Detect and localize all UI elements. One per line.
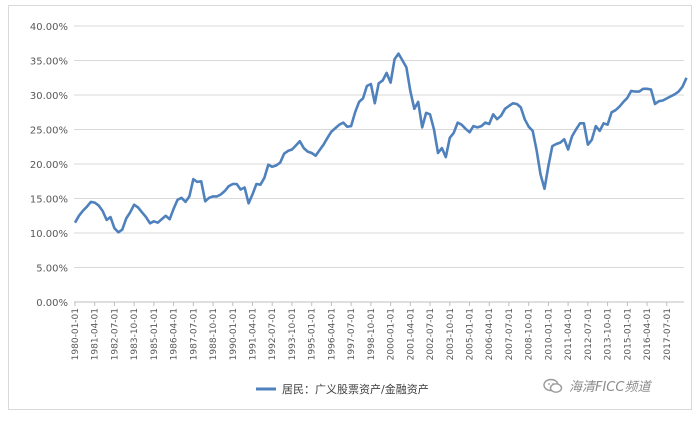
x-tick-label: 1996-04-01	[327, 308, 337, 360]
x-tick-label: 2017-07-01	[663, 308, 673, 360]
x-tick-label: 1998-10-01	[367, 308, 377, 360]
y-tick-label: 20.00%	[30, 160, 68, 171]
y-tick-label: 25.00%	[30, 126, 68, 137]
y-axis-ticks: 0.00% 5.00% 10.00% 15.00% 20.00% 25.00% 30.00%…	[30, 22, 68, 309]
x-tick-label: 1990-01-01	[229, 308, 239, 360]
x-tick-label: 2012-07-01	[584, 308, 594, 360]
wechat-logo-icon	[543, 378, 563, 393]
x-tick-label: 1995-01-01	[308, 308, 318, 360]
gridlines	[74, 25, 684, 268]
watermark: 海清FICC频道	[543, 376, 650, 395]
legend: 居民：广义股票资产/金融资产	[256, 382, 429, 396]
y-tick-label: 40.00%	[30, 22, 68, 33]
x-tick-label: 1983-10-01	[130, 308, 140, 360]
x-tick-label: 1981-04-01	[91, 308, 101, 360]
x-tick-label: 2007-07-01	[505, 308, 515, 360]
y-tick-label: 5.00%	[36, 264, 68, 275]
x-tick-label: 1993-10-01	[288, 308, 298, 360]
x-tick-label: 2011-04-01	[564, 308, 574, 360]
x-tick-label: 2000-01-01	[387, 308, 397, 360]
chart-frame	[8, 5, 692, 410]
x-tick-label: 2002-07-01	[426, 308, 436, 360]
x-tick-label: 2015-01-01	[623, 308, 633, 360]
x-tick-label: 1985-01-01	[150, 308, 160, 360]
x-tick-label: 1982-07-01	[110, 308, 120, 360]
x-tick-label: 1987-07-01	[189, 308, 199, 360]
x-tick-label: 1988-10-01	[209, 308, 219, 360]
watermark-text: 海清FICC频道	[569, 380, 651, 395]
legend-label: 居民：广义股票资产/金融资产	[282, 382, 429, 396]
x-tick-label: 2005-01-01	[466, 308, 476, 360]
series-layer	[73, 52, 688, 234]
x-tick-label: 2003-10-01	[446, 308, 456, 360]
x-tick-label: 2006-04-01	[485, 308, 495, 360]
y-tick-label: 15.00%	[30, 195, 68, 206]
y-tick-label: 0.00%	[36, 298, 68, 309]
x-tick-label: 1991-04-01	[248, 308, 258, 360]
y-tick-label: 30.00%	[30, 91, 68, 102]
y-tick-label: 10.00%	[30, 229, 68, 240]
x-tick-label: 2016-04-01	[643, 308, 653, 360]
x-axis-ticks: 1980-01-01 1981-04-01 1982-07-01 1983-10-01…	[71, 302, 673, 360]
x-tick-label: 1992-07-01	[268, 308, 278, 360]
x-tick-label: 1980-01-01	[71, 308, 81, 360]
x-tick-label: 2010-01-01	[544, 308, 554, 360]
x-tick-label: 1986-04-01	[170, 308, 180, 360]
x-tick-label: 1997-07-01	[347, 308, 357, 360]
x-tick-label: 2001-04-01	[406, 308, 416, 360]
x-tick-label: 2008-10-01	[525, 308, 535, 360]
y-tick-label: 35.00%	[30, 57, 68, 68]
x-tick-label: 2013-10-01	[604, 308, 614, 360]
series-line	[73, 52, 688, 234]
